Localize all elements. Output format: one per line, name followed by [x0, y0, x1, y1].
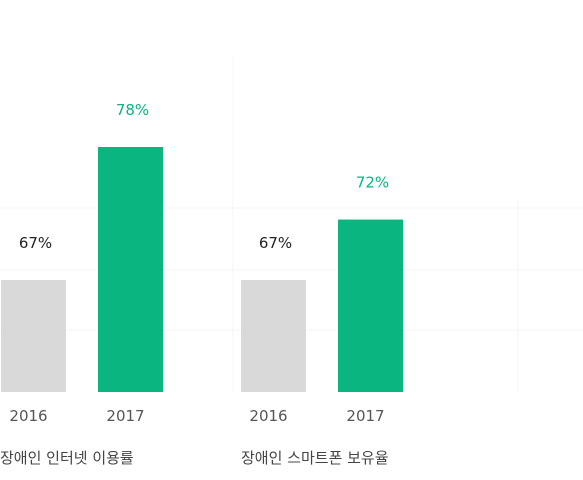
bar-internet-2016 — [1, 280, 66, 392]
group-label-smartphone: 장애인 스마트폰 보유율 — [241, 449, 389, 467]
value-label-smartphone-2016: 67% — [259, 234, 292, 252]
tick-label-internet-2017: 2017 — [106, 407, 144, 425]
tick-label-smartphone-2016: 2016 — [249, 407, 287, 425]
value-label-internet-2016: 67% — [19, 234, 52, 252]
bar-smartphone-2017 — [338, 219, 403, 392]
tick-label-smartphone-2017: 2017 — [346, 407, 384, 425]
tick-label-internet-2016: 2016 — [9, 407, 47, 425]
group-smartphone-ownership: 67% 72% 2016 2017 장애인 스마트폰 보유율 — [241, 174, 403, 467]
group-label-internet: 장애인 인터넷 이용률 — [0, 449, 134, 467]
group-internet-usage: 67% 78% 2016 2017 장애인 인터넷 이용률 — [0, 101, 163, 467]
value-label-smartphone-2017: 72% — [356, 174, 389, 192]
value-label-internet-2017: 78% — [116, 101, 149, 119]
bar-internet-2017 — [98, 147, 163, 392]
bar-smartphone-2016 — [241, 280, 306, 392]
